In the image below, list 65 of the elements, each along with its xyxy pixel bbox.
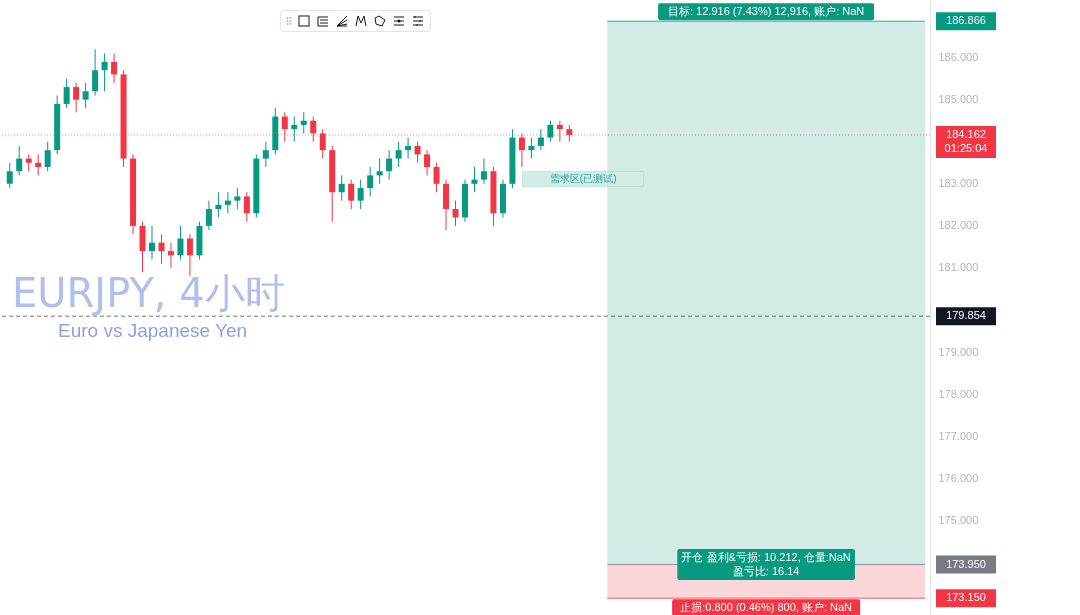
annotation: 需求区(已测试)	[549, 173, 617, 184]
text: EURJPY, 4小时	[12, 270, 285, 316]
candlestick	[480, 158, 487, 185]
ref-line-label: 173.950	[946, 557, 986, 570]
candlestick	[537, 128, 544, 151]
candlestick	[63, 78, 70, 109]
candlestick	[310, 116, 317, 143]
y-tick-label: 176.000	[938, 471, 979, 484]
candlestick	[224, 191, 231, 214]
candlestick	[528, 137, 535, 160]
candlestick	[376, 158, 383, 185]
band-label: 目标: 12.916 (7.43%) 12,916, 账户: NaN	[668, 4, 865, 17]
candlestick	[234, 187, 241, 210]
candlestick	[215, 191, 222, 218]
candlestick	[177, 225, 184, 261]
y-tick-label: 182.000	[938, 219, 979, 232]
candlestick	[262, 141, 269, 168]
y-tick-label: 186.000	[938, 51, 979, 64]
y-tick-label: 183.000	[938, 177, 979, 190]
candlestick	[291, 116, 298, 143]
band-label: 止损:0.800 (0.46%) 800, 账户: NaN	[680, 600, 853, 613]
candlestick	[367, 166, 374, 197]
y-tick-label: 185.000	[938, 93, 979, 106]
y-tick-label: 179.000	[938, 345, 979, 358]
ref-line-label: 186.866	[946, 14, 986, 27]
candlestick	[82, 82, 89, 109]
candlestick	[92, 48, 99, 96]
candlestick	[243, 191, 250, 223]
candlestick	[158, 233, 165, 265]
candlestick	[6, 162, 13, 189]
candlestick	[405, 137, 412, 160]
candlestick	[319, 128, 326, 160]
candlestick	[281, 111, 288, 143]
y-tick-label: 178.000	[938, 387, 979, 400]
y-tick-label: 181.000	[938, 261, 979, 274]
candlestick	[547, 120, 554, 143]
ref-line-label: 179.854	[946, 309, 986, 322]
y-tick-label: 175.000	[938, 513, 979, 526]
candlestick	[149, 225, 156, 261]
candlestick	[205, 200, 212, 231]
candlestick	[386, 149, 393, 181]
candlestick	[167, 242, 174, 269]
candlestick	[300, 111, 307, 134]
ref-line-label: 184.162 01:25:04	[944, 127, 988, 154]
candlestick	[357, 179, 364, 210]
candlestick	[348, 179, 355, 210]
candlestick	[73, 82, 80, 113]
candlestick	[471, 166, 478, 193]
candlestick	[556, 120, 563, 143]
candlestick	[101, 52, 108, 92]
candlestick	[16, 145, 23, 176]
candlestick	[395, 141, 402, 168]
candlestick	[414, 141, 421, 164]
candlestick	[186, 233, 193, 277]
candlestick	[452, 200, 459, 227]
candlestick	[338, 174, 345, 202]
candlestick	[111, 52, 118, 84]
candlestick	[433, 162, 440, 193]
y-tick-label: 177.000	[938, 429, 979, 442]
candlestick	[35, 153, 42, 176]
ref-line-label: 173.150	[946, 591, 986, 604]
text: Euro vs Japanese Yen	[58, 320, 248, 341]
candlestick	[424, 149, 431, 176]
candlestick	[518, 132, 525, 168]
candlestick	[44, 141, 51, 172]
